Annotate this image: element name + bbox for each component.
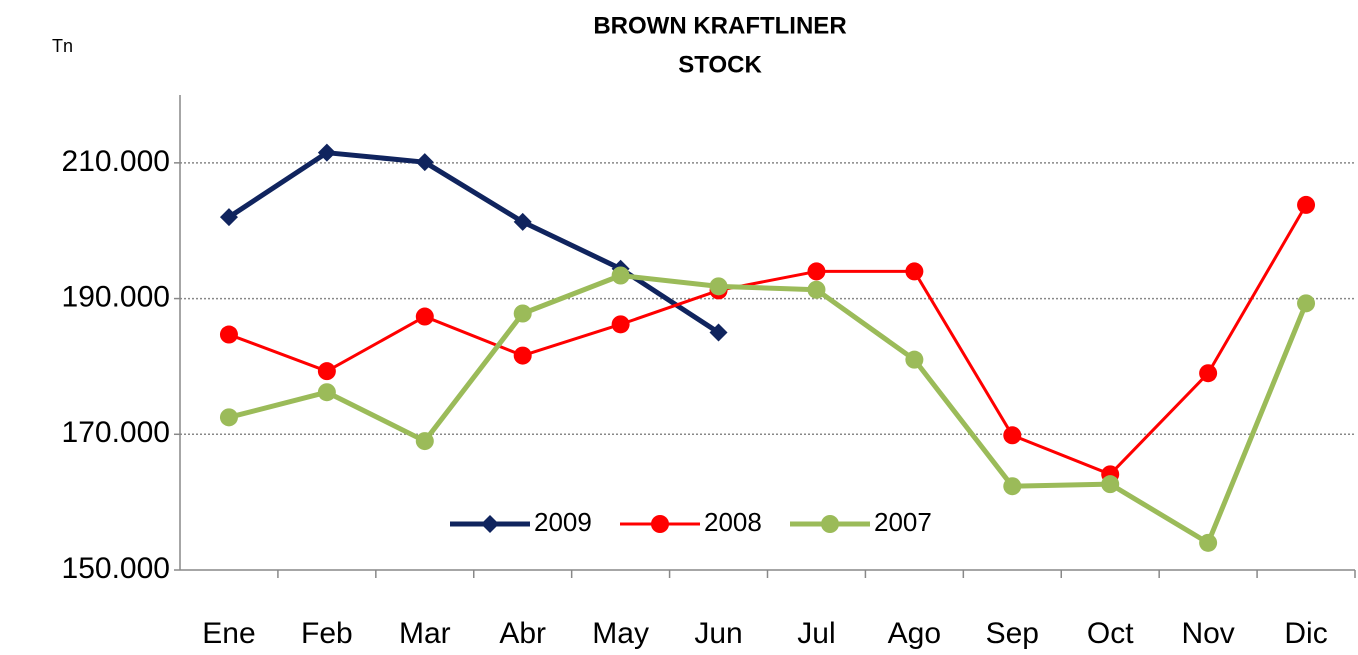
x-tick-label: Sep [986,617,1039,650]
x-tick-label: May [592,617,649,650]
data-point [807,280,826,299]
x-tick-label: Ago [888,617,941,650]
data-point [807,262,826,281]
x-tick-label: Jul [797,617,835,650]
data-point [513,346,532,365]
data-point [1003,477,1022,496]
x-tick-label: Feb [301,617,353,650]
data-point [1297,195,1316,214]
data-point [709,323,728,342]
data-point [317,383,336,402]
y-tick-label: 210.000 [62,145,170,178]
series-line [228,273,1309,546]
data-point [415,307,434,326]
data-point [415,432,434,451]
data-point [513,304,532,323]
data-point [1199,533,1218,552]
series-line [227,150,720,335]
data-point [1003,426,1022,445]
x-tick-label: Dic [1284,617,1327,650]
legend-marker [481,515,499,533]
data-point [1101,475,1120,494]
x-tick-label: Mar [399,617,451,650]
y-tick-label: 150.000 [62,552,170,585]
x-tick-label: Ene [202,617,255,650]
data-point [415,153,434,172]
chart-title: STOCK [678,51,762,78]
data-point [905,262,924,281]
data-point [219,408,238,427]
series-line [228,204,1308,476]
x-tick-label: Nov [1181,617,1234,650]
data-point [611,315,630,334]
data-point [317,362,336,381]
data-point [219,325,238,344]
y-axis-label: Tn [52,36,73,56]
data-point [219,208,238,227]
x-tick-label: Oct [1087,617,1134,650]
legend-label: 2008 [704,507,762,537]
data-point [709,277,728,296]
data-point [513,212,532,231]
x-tick-label: Abr [499,617,546,650]
data-point [611,266,630,285]
legend-marker [821,515,839,533]
x-tick-label: Jun [694,617,742,650]
y-tick-label: 190.000 [62,280,170,313]
legend-label: 2007 [874,507,932,537]
data-point [1199,364,1218,383]
chart-title: BROWN KRAFTLINER [593,12,846,39]
data-point [1297,294,1316,313]
data-point [905,350,924,369]
legend-marker [651,515,669,533]
y-tick-label: 170.000 [62,416,170,449]
data-point [317,143,336,162]
legend-label: 2009 [534,507,592,537]
